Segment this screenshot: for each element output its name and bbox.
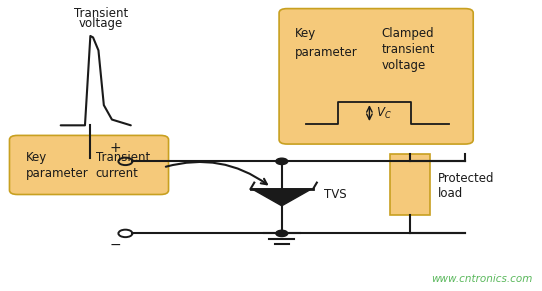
Text: current: current (96, 167, 139, 180)
Circle shape (276, 158, 288, 164)
Text: voltage: voltage (382, 59, 426, 72)
Text: −: − (110, 238, 121, 252)
Polygon shape (252, 189, 312, 206)
Text: Transient: Transient (74, 7, 128, 20)
Text: Key: Key (295, 27, 317, 40)
FancyBboxPatch shape (279, 9, 473, 144)
Text: www.cntronics.com: www.cntronics.com (431, 274, 533, 284)
Text: load: load (438, 187, 463, 200)
Text: $V_C$: $V_C$ (376, 106, 392, 121)
Text: TVS: TVS (324, 188, 346, 201)
Text: Transient: Transient (96, 151, 150, 164)
FancyBboxPatch shape (390, 154, 430, 215)
Text: Key: Key (25, 151, 47, 164)
Text: transient: transient (382, 43, 435, 56)
Text: parameter: parameter (295, 46, 358, 59)
Text: parameter: parameter (25, 167, 88, 180)
Text: Protected: Protected (438, 172, 495, 185)
Text: Clamped: Clamped (382, 27, 434, 40)
FancyBboxPatch shape (9, 135, 169, 194)
Text: voltage: voltage (79, 17, 123, 30)
Text: +: + (110, 141, 121, 155)
Circle shape (276, 230, 288, 237)
